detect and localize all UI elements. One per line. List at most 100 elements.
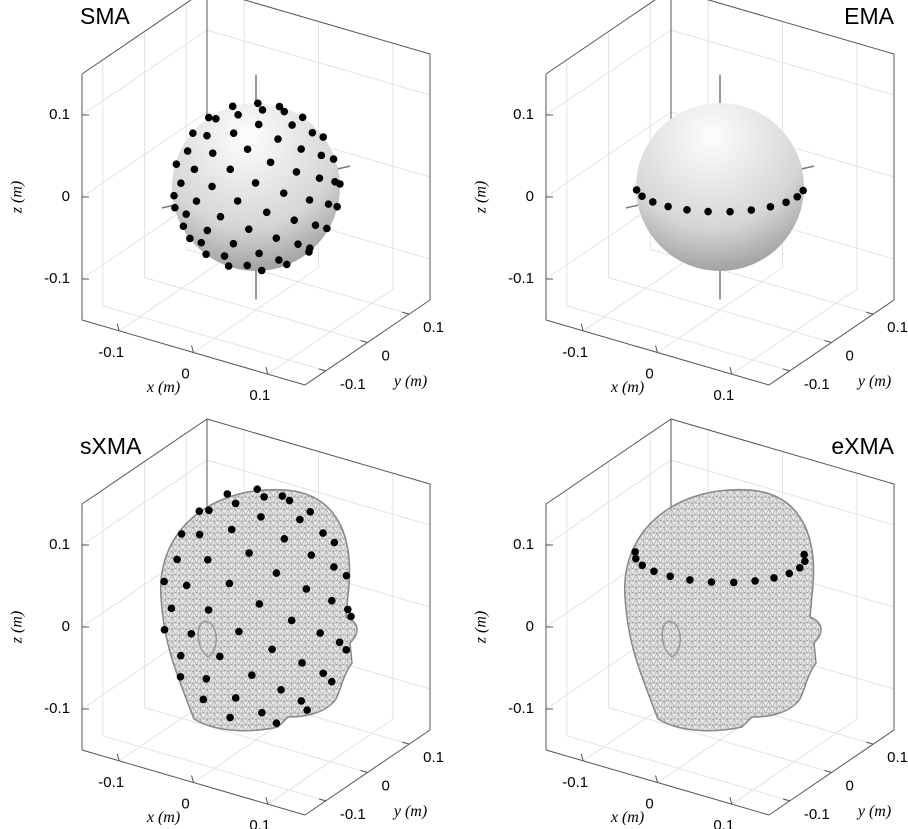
microphone bbox=[747, 206, 755, 214]
microphone bbox=[281, 535, 289, 543]
z-tick-label: 0.1 bbox=[49, 536, 70, 553]
microphone bbox=[344, 606, 352, 614]
x-tick-label: 0 bbox=[181, 795, 189, 812]
microphone bbox=[256, 600, 264, 608]
microphone bbox=[342, 646, 350, 654]
microphone bbox=[205, 114, 213, 122]
chart-title: EMA bbox=[844, 3, 895, 29]
y-tick-label: 0 bbox=[846, 347, 854, 364]
tick-mark bbox=[783, 369, 790, 371]
microphone bbox=[275, 256, 283, 264]
microphone bbox=[290, 216, 298, 224]
head-surface bbox=[161, 490, 357, 731]
tick-mark bbox=[825, 341, 832, 343]
microphone bbox=[171, 204, 179, 212]
tick-mark bbox=[581, 324, 583, 331]
microphone bbox=[224, 490, 232, 498]
z-tick-label: 0.1 bbox=[513, 106, 534, 123]
tick-mark bbox=[730, 797, 732, 804]
microphone bbox=[328, 678, 336, 686]
y-tick-label: 0.1 bbox=[423, 319, 444, 336]
chart-title: SMA bbox=[80, 3, 131, 29]
microphone bbox=[195, 507, 203, 515]
microphone bbox=[796, 564, 804, 572]
y-tick-label: -0.1 bbox=[340, 806, 366, 823]
x-tick-label: -0.1 bbox=[98, 344, 124, 361]
microphone bbox=[168, 605, 176, 613]
microphone bbox=[297, 145, 305, 153]
microphone bbox=[277, 686, 285, 694]
chart-title: sXMA bbox=[80, 433, 142, 459]
microphone bbox=[286, 497, 294, 505]
microphone bbox=[208, 183, 216, 191]
microphone bbox=[216, 653, 224, 661]
microphone bbox=[283, 261, 291, 269]
tick-mark bbox=[783, 799, 790, 801]
y-axis-label: y (m) bbox=[392, 373, 427, 390]
microphone bbox=[294, 240, 302, 248]
y-tick-label: -0.1 bbox=[804, 376, 830, 393]
x-tick-label: 0.1 bbox=[249, 387, 270, 404]
chart-title: eXMA bbox=[831, 433, 894, 459]
microphone bbox=[226, 580, 234, 588]
microphone bbox=[297, 697, 305, 705]
microphone bbox=[180, 222, 188, 230]
microphone bbox=[258, 709, 266, 717]
microphone bbox=[245, 549, 253, 557]
z-tick-label: 0.1 bbox=[49, 106, 70, 123]
microphone bbox=[232, 500, 240, 508]
microphone bbox=[196, 531, 204, 539]
microphone bbox=[177, 179, 185, 187]
microphone bbox=[226, 166, 234, 174]
microphone bbox=[303, 706, 311, 714]
microphone bbox=[189, 129, 197, 137]
microphone bbox=[330, 155, 338, 163]
microphone bbox=[299, 113, 307, 121]
z-tick-label: 0 bbox=[62, 618, 70, 635]
z-tick-label: -0.1 bbox=[44, 700, 70, 717]
microphone bbox=[221, 252, 229, 260]
tick-mark bbox=[319, 799, 326, 801]
microphone bbox=[257, 513, 265, 521]
microphone bbox=[278, 492, 286, 500]
tick-mark bbox=[825, 771, 832, 773]
microphone bbox=[177, 652, 185, 660]
microphone bbox=[666, 572, 674, 580]
microphone bbox=[306, 508, 314, 516]
microphone bbox=[182, 210, 190, 218]
y-tick-label: -0.1 bbox=[340, 376, 366, 393]
microphone bbox=[664, 203, 672, 211]
microphone bbox=[173, 556, 181, 564]
microphone bbox=[203, 132, 211, 140]
microphone bbox=[229, 103, 237, 111]
microphone bbox=[177, 673, 185, 681]
microphone bbox=[235, 628, 243, 636]
microphone bbox=[708, 578, 716, 586]
x-tick-label: 0 bbox=[645, 795, 653, 812]
tick-mark bbox=[730, 367, 732, 374]
microphone bbox=[316, 629, 324, 637]
microphone bbox=[259, 106, 267, 114]
microphone bbox=[226, 714, 234, 722]
microphone bbox=[305, 248, 313, 256]
grid-line bbox=[567, 736, 790, 801]
microphone bbox=[230, 129, 238, 137]
microphone bbox=[243, 262, 251, 270]
microphone bbox=[186, 235, 194, 243]
z-axis-label: z (m) bbox=[9, 181, 26, 214]
z-tick-label: 0 bbox=[62, 188, 70, 205]
microphone bbox=[785, 570, 793, 578]
microphone bbox=[191, 166, 199, 174]
y-tick-label: 0.1 bbox=[423, 749, 444, 766]
tick-mark bbox=[656, 346, 658, 353]
microphone bbox=[252, 179, 260, 187]
microphone bbox=[234, 111, 242, 119]
x-axis-label: x (m) bbox=[146, 809, 180, 826]
microphone bbox=[203, 675, 211, 683]
microphone bbox=[293, 168, 301, 176]
grid-line bbox=[567, 306, 790, 371]
microphone bbox=[306, 196, 314, 204]
microphone bbox=[205, 606, 213, 614]
microphone bbox=[205, 506, 213, 514]
x-tick-label: 0 bbox=[645, 365, 653, 382]
